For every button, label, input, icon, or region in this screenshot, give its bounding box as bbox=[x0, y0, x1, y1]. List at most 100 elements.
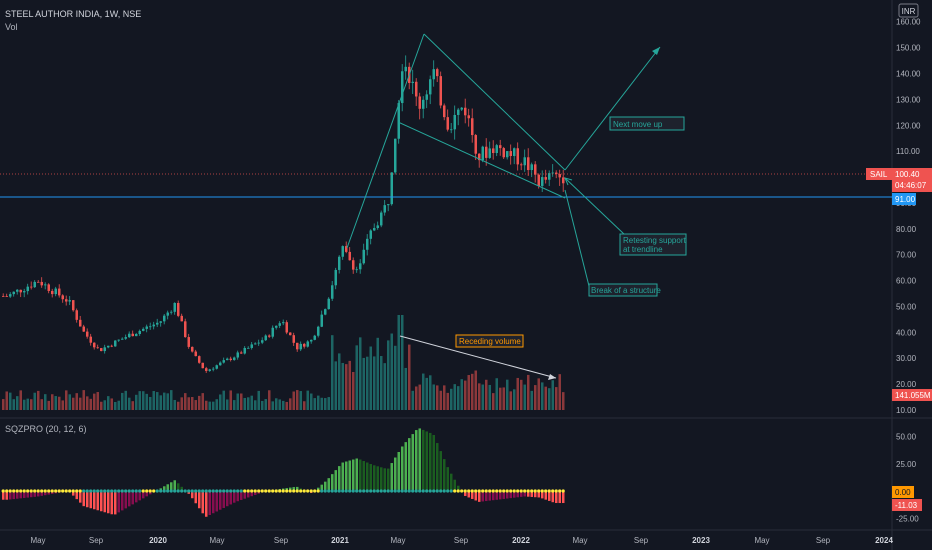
last-price-text: 100.40 bbox=[895, 170, 920, 179]
volume-legend-label[interactable]: Vol bbox=[5, 22, 18, 32]
candle-body bbox=[436, 69, 439, 77]
candle-body bbox=[275, 325, 278, 328]
candle-body bbox=[488, 148, 491, 158]
volume-bar bbox=[222, 390, 225, 410]
time-tick-label: Sep bbox=[89, 536, 104, 545]
annotation-retesting-support[interactable]: Retesting support at trendline bbox=[619, 233, 687, 256]
candle-body bbox=[212, 368, 215, 370]
candle-body bbox=[222, 360, 225, 363]
momentum-bar bbox=[415, 430, 418, 491]
candle-body bbox=[555, 172, 558, 175]
break-structure-line[interactable] bbox=[564, 189, 590, 287]
candle-body bbox=[236, 352, 239, 358]
volume-bar bbox=[408, 344, 411, 410]
squeeze-dot bbox=[138, 489, 142, 493]
volume-bar bbox=[362, 357, 365, 410]
currency-badge[interactable]: INR bbox=[898, 3, 919, 18]
momentum-bar bbox=[142, 491, 145, 499]
squeeze-dot bbox=[348, 489, 352, 493]
retest-pointer-line[interactable] bbox=[564, 177, 626, 236]
indicator-legend-label[interactable]: SQZPRO (20, 12, 6) bbox=[5, 424, 87, 434]
candle-body bbox=[352, 260, 355, 270]
wedge-left-trendline[interactable] bbox=[346, 33, 425, 249]
squeeze-dot bbox=[57, 489, 61, 493]
squeeze-dot bbox=[355, 489, 359, 493]
squeeze-dot bbox=[215, 489, 219, 493]
time-axis[interactable]: May Sep 2020 May Sep 2021 May Sep 2022 May Sep 2023… bbox=[30, 536, 893, 545]
price-tick-label: 60.00 bbox=[896, 277, 917, 286]
candle-body bbox=[40, 281, 43, 286]
squeeze-dot bbox=[432, 489, 436, 493]
momentum-bar bbox=[495, 491, 498, 500]
volume-bar bbox=[404, 367, 407, 410]
candle-body bbox=[47, 284, 50, 291]
squeeze-dot bbox=[323, 489, 327, 493]
candle-body bbox=[460, 107, 463, 110]
annotation-next-move[interactable]: Next move up bbox=[609, 116, 685, 131]
candle-body bbox=[453, 114, 456, 130]
volume-bar bbox=[110, 398, 113, 410]
candle-body bbox=[177, 302, 180, 316]
squeeze-dot bbox=[474, 489, 478, 493]
candle-body bbox=[495, 145, 498, 154]
wedge-lower-trendline[interactable] bbox=[397, 121, 566, 199]
volume-bar bbox=[320, 397, 323, 410]
candle-body bbox=[226, 358, 229, 361]
candle-body bbox=[320, 314, 323, 327]
candle-body bbox=[117, 339, 120, 341]
receding-volume-arrow[interactable] bbox=[399, 335, 557, 379]
annotation-receding-volume[interactable]: Receding volume bbox=[455, 334, 524, 348]
wedge-upper-trendline[interactable] bbox=[423, 33, 566, 171]
volume-bar bbox=[446, 392, 449, 410]
indicator-axis[interactable]: 50.00 25.00 -25.00 bbox=[896, 433, 919, 524]
candle-body bbox=[75, 310, 78, 320]
squeeze-dot bbox=[127, 489, 131, 493]
momentum-bar bbox=[219, 491, 222, 510]
volume-bar bbox=[205, 400, 208, 410]
squeeze-dot bbox=[411, 489, 415, 493]
candle-body bbox=[37, 281, 40, 283]
candle-body bbox=[285, 322, 288, 333]
candle-body bbox=[173, 302, 176, 312]
price-tick-label: 160.00 bbox=[896, 18, 921, 27]
squeeze-dot bbox=[334, 489, 338, 493]
volume-bar bbox=[226, 399, 229, 410]
bar-countdown-text: 04:46:07 bbox=[895, 181, 927, 190]
time-tick-label: Sep bbox=[454, 536, 469, 545]
next-move-arrow[interactable] bbox=[564, 46, 661, 171]
candle-body bbox=[159, 321, 162, 323]
annotation-break-structure[interactable]: Break of a structure bbox=[588, 283, 661, 297]
squeeze-dot bbox=[166, 489, 170, 493]
symbol-title[interactable]: STEEL AUTHOR INDIA, 1W, NSE bbox=[5, 9, 141, 19]
candle-body bbox=[534, 164, 537, 175]
candle-body bbox=[404, 66, 407, 72]
squeeze-dot bbox=[106, 489, 110, 493]
squeeze-dot bbox=[12, 489, 16, 493]
momentum-bar bbox=[418, 428, 421, 491]
candle-body bbox=[548, 173, 551, 180]
momentum-bar bbox=[138, 491, 141, 501]
candle-body bbox=[485, 146, 488, 158]
volume-bar bbox=[72, 397, 75, 410]
squeeze-dot bbox=[337, 489, 341, 493]
momentum-bar bbox=[243, 491, 246, 499]
squeeze-dot bbox=[442, 489, 446, 493]
candle-body bbox=[327, 298, 330, 310]
squeeze-dot bbox=[211, 489, 215, 493]
momentum-bar bbox=[366, 462, 369, 491]
candle-body bbox=[348, 251, 351, 261]
candle-body bbox=[278, 323, 281, 326]
squeeze-dot bbox=[222, 489, 226, 493]
volume-bar bbox=[502, 387, 505, 410]
annotation-text: Next move up bbox=[613, 120, 663, 129]
volume-bar bbox=[16, 396, 19, 410]
squeeze-dot bbox=[561, 489, 565, 493]
squeeze-dot bbox=[435, 489, 439, 493]
squeeze-dot bbox=[397, 489, 401, 493]
momentum-bar bbox=[467, 491, 470, 498]
squeeze-dot bbox=[78, 489, 82, 493]
squeeze-dot bbox=[509, 489, 513, 493]
candle-body bbox=[474, 135, 477, 154]
candle-body bbox=[446, 117, 449, 130]
